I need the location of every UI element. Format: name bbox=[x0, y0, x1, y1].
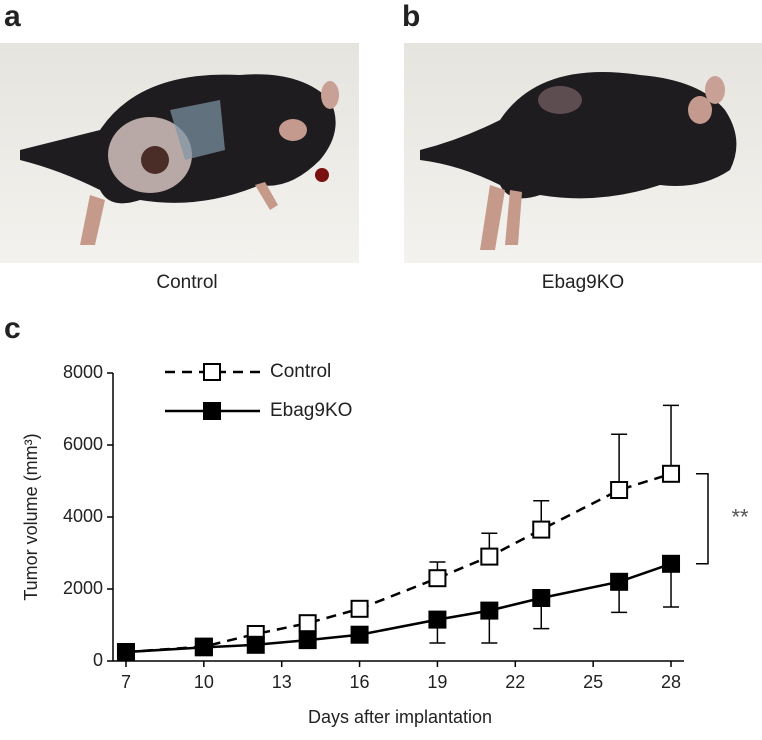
photo-b bbox=[404, 43, 762, 263]
y-tick-label: 4000 bbox=[63, 506, 103, 526]
data-point bbox=[610, 572, 629, 591]
data-point bbox=[194, 638, 213, 657]
data-point bbox=[532, 589, 551, 607]
y-tick-label: 2000 bbox=[63, 578, 103, 598]
legend-label: Ebag9KO bbox=[270, 400, 352, 421]
significance-bracket bbox=[696, 473, 709, 565]
significance-label: ** bbox=[731, 505, 749, 530]
x-tick-label: 25 bbox=[583, 672, 603, 692]
legend-label: Control bbox=[270, 361, 331, 382]
y-tick-label: 6000 bbox=[63, 434, 103, 454]
panel-label: a bbox=[4, 0, 21, 33]
data-point bbox=[428, 610, 447, 629]
y-tick-label: 0 bbox=[93, 650, 103, 670]
caption: Control bbox=[156, 272, 217, 293]
x-tick-label: 16 bbox=[350, 672, 370, 692]
data-point bbox=[298, 614, 317, 633]
panel-label: c bbox=[4, 312, 21, 345]
y-axis-label: Tumor volume (mm³) bbox=[21, 433, 41, 600]
legend-marker bbox=[203, 363, 221, 381]
data-point bbox=[350, 599, 369, 618]
x-tick-label: 7 bbox=[121, 672, 131, 692]
legend-marker bbox=[203, 402, 221, 420]
data-point bbox=[246, 635, 265, 654]
photo-a bbox=[0, 43, 359, 263]
x-tick-label: 13 bbox=[272, 672, 292, 692]
x-tick-label: 28 bbox=[661, 672, 681, 692]
data-point bbox=[116, 643, 135, 661]
data-point bbox=[350, 625, 369, 644]
data-point bbox=[610, 481, 629, 499]
data-point bbox=[480, 601, 499, 620]
x-tick-label: 10 bbox=[194, 672, 214, 692]
x-tick-label: 19 bbox=[427, 672, 447, 692]
data-point bbox=[480, 547, 499, 566]
series-line bbox=[125, 562, 672, 654]
data-point bbox=[532, 520, 551, 539]
data-point bbox=[298, 631, 317, 650]
series-line bbox=[125, 472, 672, 654]
y-tick-label: 8000 bbox=[63, 362, 103, 382]
x-tick-label: 22 bbox=[505, 672, 525, 692]
caption: Ebag9KO bbox=[542, 272, 624, 293]
panel-label: b bbox=[402, 0, 420, 33]
data-point bbox=[662, 554, 681, 573]
data-point bbox=[662, 464, 681, 483]
data-point bbox=[428, 569, 447, 588]
x-axis-label: Days after implantation bbox=[308, 707, 492, 727]
